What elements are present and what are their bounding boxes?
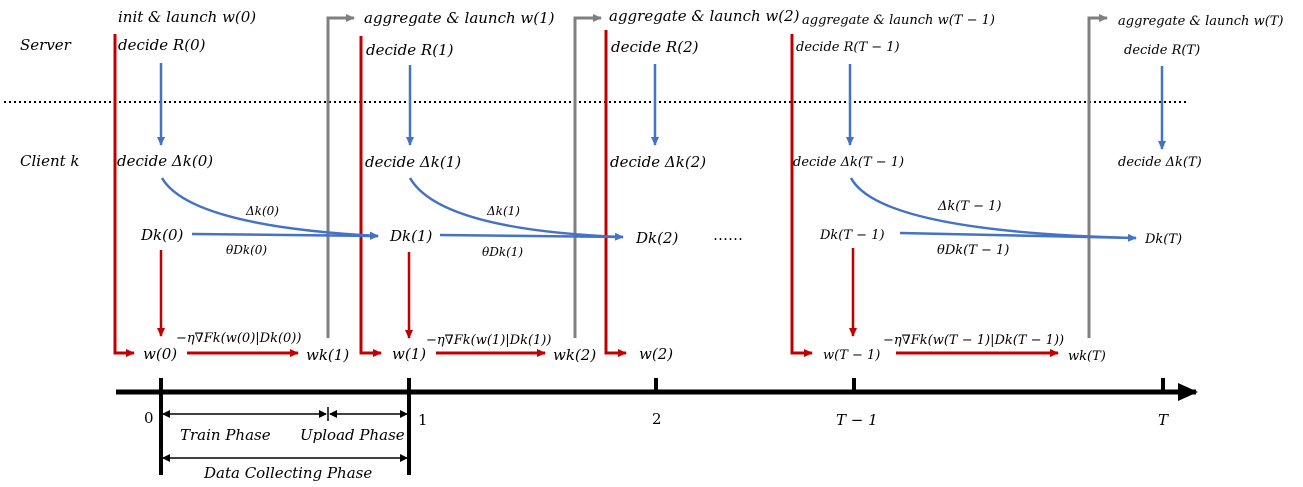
model-wk-T: wk(T) — [1068, 349, 1106, 364]
gradient-label-T-1: −η∇Fk(w(T − 1)|Dk(T − 1)) — [883, 333, 1064, 348]
aggregate-launch-label-T-1: aggregate & launch w(T − 1) — [802, 13, 995, 28]
upload-line-T — [1087, 14, 1108, 338]
theta-arrow-T-1 — [899, 231, 1137, 240]
client-row-label: Client k — [20, 152, 80, 170]
dataset-T-1: Dk(T − 1) — [819, 228, 885, 243]
aggregate-launch-label-1: aggregate & launch w(1) — [364, 9, 555, 27]
gradient-label-1: −η∇Fk(w(1)|Dk(1)) — [426, 333, 551, 348]
upload-line-2 — [573, 14, 602, 338]
model-wk-1: wk(1) — [306, 346, 349, 364]
decide-R-2: decide R(2) — [611, 38, 699, 56]
decide-delta-T: decide Δk(T) — [1118, 155, 1202, 170]
timeline-ticks — [159, 378, 1165, 475]
theta-label-0: θDk(0) — [226, 243, 267, 257]
decide-R-1: decide R(1) — [366, 41, 454, 59]
launch-line-T-1 — [790, 34, 813, 357]
decide-delta-T-1: decide Δk(T − 1) — [793, 155, 904, 170]
dataset-2: Dk(2) — [635, 229, 679, 247]
aggregate-launch-label-T: aggregate & launch w(T) — [1118, 14, 1284, 29]
delta-curve-0 — [160, 177, 379, 240]
tick-label-0: 0 — [144, 409, 154, 427]
decide-arrows — [157, 63, 1166, 150]
decide-R-0: decide R(0) — [118, 36, 206, 54]
launch-line-2 — [604, 30, 627, 357]
launch-line-1 — [359, 36, 382, 357]
tick-label-T-1: T − 1 — [836, 411, 878, 429]
upload-line-1 — [326, 14, 355, 338]
delta-arrow-label-1: Δk(1) — [486, 204, 520, 218]
model-wk-2: wk(2) — [553, 346, 596, 364]
train-phase-label: Train Phase — [180, 426, 271, 444]
dataset-1: Dk(1) — [389, 227, 433, 245]
launch-lines — [113, 30, 813, 357]
dataset-T: Dk(T) — [1144, 232, 1182, 247]
phase-brackets — [162, 407, 408, 462]
decide-R-T-1: decide R(T − 1) — [796, 40, 900, 55]
ellipsis: …… — [713, 226, 743, 244]
theta-arrows — [191, 231, 1137, 240]
theta-arrow-0 — [191, 231, 379, 240]
gradient-label-0: −η∇Fk(w(0)|Dk(0)) — [176, 331, 301, 346]
decide-R-T: decide R(T) — [1124, 43, 1200, 58]
theta-label-1: θDk(1) — [482, 245, 523, 259]
theta-arrow-1 — [439, 233, 624, 239]
model-w-2: w(2) — [639, 345, 673, 363]
delta-arrow-label-T-1: Δk(T − 1) — [937, 199, 1002, 214]
upload-phase-label: Upload Phase — [300, 426, 405, 444]
model-w-T-1: w(T − 1) — [823, 348, 880, 363]
delta-arrow-label-0: Δk(0) — [245, 204, 279, 218]
init-launch-label: init & launch w(0) — [118, 8, 256, 26]
decide-delta-2: decide Δk(2) — [610, 153, 706, 171]
model-w-1: w(1) — [392, 345, 426, 363]
dataset-0: Dk(0) — [140, 226, 184, 244]
launch-line-0 — [113, 34, 135, 357]
decide-delta-0: decide Δk(0) — [117, 152, 213, 170]
server-row-label: Server — [20, 36, 72, 54]
upload-lines — [326, 14, 1108, 338]
theta-label-T-1: θDk(T − 1) — [937, 243, 1009, 258]
model-w-0: w(0) — [143, 345, 177, 363]
collect-phase-label: Data Collecting Phase — [203, 464, 372, 482]
delta-curve-1 — [408, 177, 624, 241]
dataset-to-model-arrows — [157, 248, 857, 339]
tick-label-1: 1 — [418, 411, 428, 429]
decide-delta-1: decide Δk(1) — [365, 153, 461, 171]
tick-label-T: T — [1158, 411, 1169, 429]
tick-label-2: 2 — [652, 410, 662, 428]
aggregate-launch-label-2: aggregate & launch w(2) — [609, 7, 800, 25]
